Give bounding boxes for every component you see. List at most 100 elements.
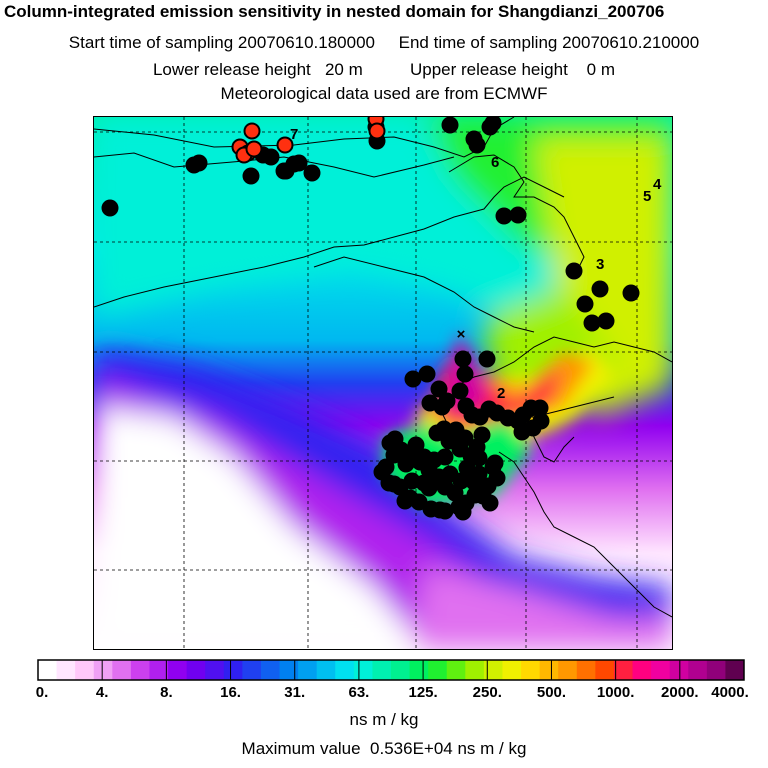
colorbar-swatch bbox=[260, 660, 281, 680]
trajectory-point bbox=[576, 295, 594, 313]
trajectory-point bbox=[415, 474, 433, 492]
colorbar bbox=[37, 659, 745, 681]
point-label-6: 6 bbox=[491, 154, 499, 171]
trajectory-point bbox=[509, 206, 527, 224]
point-label-7: 7 bbox=[290, 126, 298, 143]
highlighted-point bbox=[276, 136, 294, 154]
trajectory-point bbox=[484, 117, 502, 132]
colorbar-swatch bbox=[112, 660, 132, 680]
meteorological-source: Meteorological data used are from ECMWF bbox=[220, 84, 548, 103]
colorbar-swatch bbox=[521, 660, 541, 680]
colorbar-tick-label: 500. bbox=[536, 684, 567, 701]
trajectory-point bbox=[468, 136, 486, 154]
sampling-times: Start time of sampling 20070610.180000 E… bbox=[68, 33, 700, 52]
colorbar-swatch bbox=[669, 660, 689, 680]
colorbar-swatch bbox=[223, 660, 243, 680]
colorbar-swatch bbox=[539, 660, 559, 680]
release-heights: Lower release height 20 m Upper release … bbox=[152, 60, 616, 79]
trajectory-point bbox=[396, 492, 414, 510]
colorbar-tick-label: 8. bbox=[160, 684, 173, 701]
trajectory-point bbox=[452, 472, 470, 490]
colorbar-swatch bbox=[130, 660, 150, 680]
colorbar-units: ns m / kg bbox=[349, 710, 419, 729]
trajectory-point bbox=[454, 350, 472, 368]
colorbar-swatch bbox=[725, 660, 745, 680]
trajectory-point bbox=[478, 350, 496, 368]
trajectory-point bbox=[430, 380, 448, 398]
highlighted-point bbox=[243, 122, 261, 140]
colorbar-swatch bbox=[298, 660, 318, 680]
colorbar-swatch bbox=[186, 660, 206, 680]
colorbar-border bbox=[37, 659, 745, 681]
emission-sensitivity-map: × 7 6 5 4 3 2 bbox=[93, 116, 673, 650]
trajectory-point bbox=[436, 448, 454, 466]
colorbar-tick-label: 16. bbox=[220, 684, 241, 701]
trajectory-point bbox=[451, 382, 469, 400]
colorbar-swatch bbox=[595, 660, 615, 680]
trajectory-point bbox=[532, 412, 550, 430]
colorbar-tick-label: 2000. bbox=[661, 684, 699, 701]
colorbar-swatch bbox=[576, 660, 596, 680]
colorbar-swatch bbox=[38, 660, 58, 680]
trajectory-point bbox=[262, 148, 280, 166]
highlighted-point bbox=[368, 122, 386, 140]
trajectory-point bbox=[101, 199, 119, 217]
trajectory-point bbox=[473, 426, 491, 444]
trajectory-point bbox=[488, 469, 506, 487]
colorbar-swatch bbox=[632, 660, 652, 680]
trajectory-point bbox=[565, 262, 583, 280]
trajectory-point bbox=[495, 207, 513, 225]
colorbar-swatch bbox=[335, 660, 355, 680]
point-label-5: 5 bbox=[643, 188, 651, 205]
colorbar-swatch bbox=[353, 660, 373, 680]
colorbar-swatch bbox=[75, 660, 95, 680]
colorbar-swatch bbox=[558, 660, 578, 680]
colorbar-swatch bbox=[279, 660, 299, 680]
colorbar-swatch bbox=[205, 660, 225, 680]
colorbar-tick-label: 125. bbox=[408, 684, 438, 701]
trajectory-point bbox=[583, 314, 601, 332]
trajectory-points bbox=[101, 117, 640, 521]
colorbar-tick-label: 4. bbox=[95, 684, 109, 701]
point-label-2: 2 bbox=[497, 385, 505, 402]
colorbar-swatch bbox=[502, 660, 522, 680]
colorbar-swatch bbox=[428, 660, 448, 680]
trajectory-point bbox=[290, 154, 308, 172]
trajectory-point bbox=[470, 465, 488, 483]
point-label-3: 3 bbox=[596, 256, 604, 273]
colorbar-swatch bbox=[93, 660, 113, 680]
colorbar-swatch bbox=[242, 660, 262, 680]
colorbar-swatch bbox=[706, 660, 726, 680]
trajectory-point bbox=[597, 312, 615, 330]
trajectory-point bbox=[441, 117, 459, 134]
colorbar-swatch bbox=[372, 660, 392, 680]
trajectory-point bbox=[470, 449, 488, 467]
highlighted-point bbox=[245, 140, 263, 158]
trajectory-point bbox=[242, 167, 260, 185]
trajectory-point bbox=[275, 162, 293, 180]
colorbar-tick-label: 1000. bbox=[596, 684, 635, 701]
colorbar-swatch bbox=[465, 660, 485, 680]
release-location-marker: × bbox=[457, 326, 466, 343]
trajectory-point bbox=[456, 365, 474, 383]
colorbar-swatch bbox=[613, 660, 634, 680]
colorbar-swatch bbox=[316, 660, 336, 680]
colorbar-swatch bbox=[409, 660, 429, 680]
colorbar-tick-label: 31. bbox=[284, 684, 306, 701]
colorbar-tick-label: 63. bbox=[348, 684, 370, 701]
highlighted-points bbox=[231, 117, 386, 164]
point-labels: 7 6 5 4 3 2 bbox=[290, 126, 662, 402]
colorbar-swatch bbox=[688, 660, 708, 680]
trajectory-point bbox=[407, 436, 425, 454]
colorbar-swatch bbox=[483, 660, 503, 680]
trajectory-point bbox=[622, 284, 640, 302]
colorbar-tick-label: 0. bbox=[35, 684, 49, 701]
colorbar-swatch bbox=[446, 660, 466, 680]
sensitivity-field bbox=[94, 117, 672, 649]
trajectory-point bbox=[522, 399, 540, 417]
point-label-4: 4 bbox=[653, 176, 662, 193]
maximum-value: Maximum value 0.536E+04 ns m / kg bbox=[241, 739, 527, 758]
trajectory-point bbox=[373, 463, 391, 481]
trajectory-point bbox=[418, 365, 436, 383]
colorbar-swatch bbox=[651, 660, 671, 680]
